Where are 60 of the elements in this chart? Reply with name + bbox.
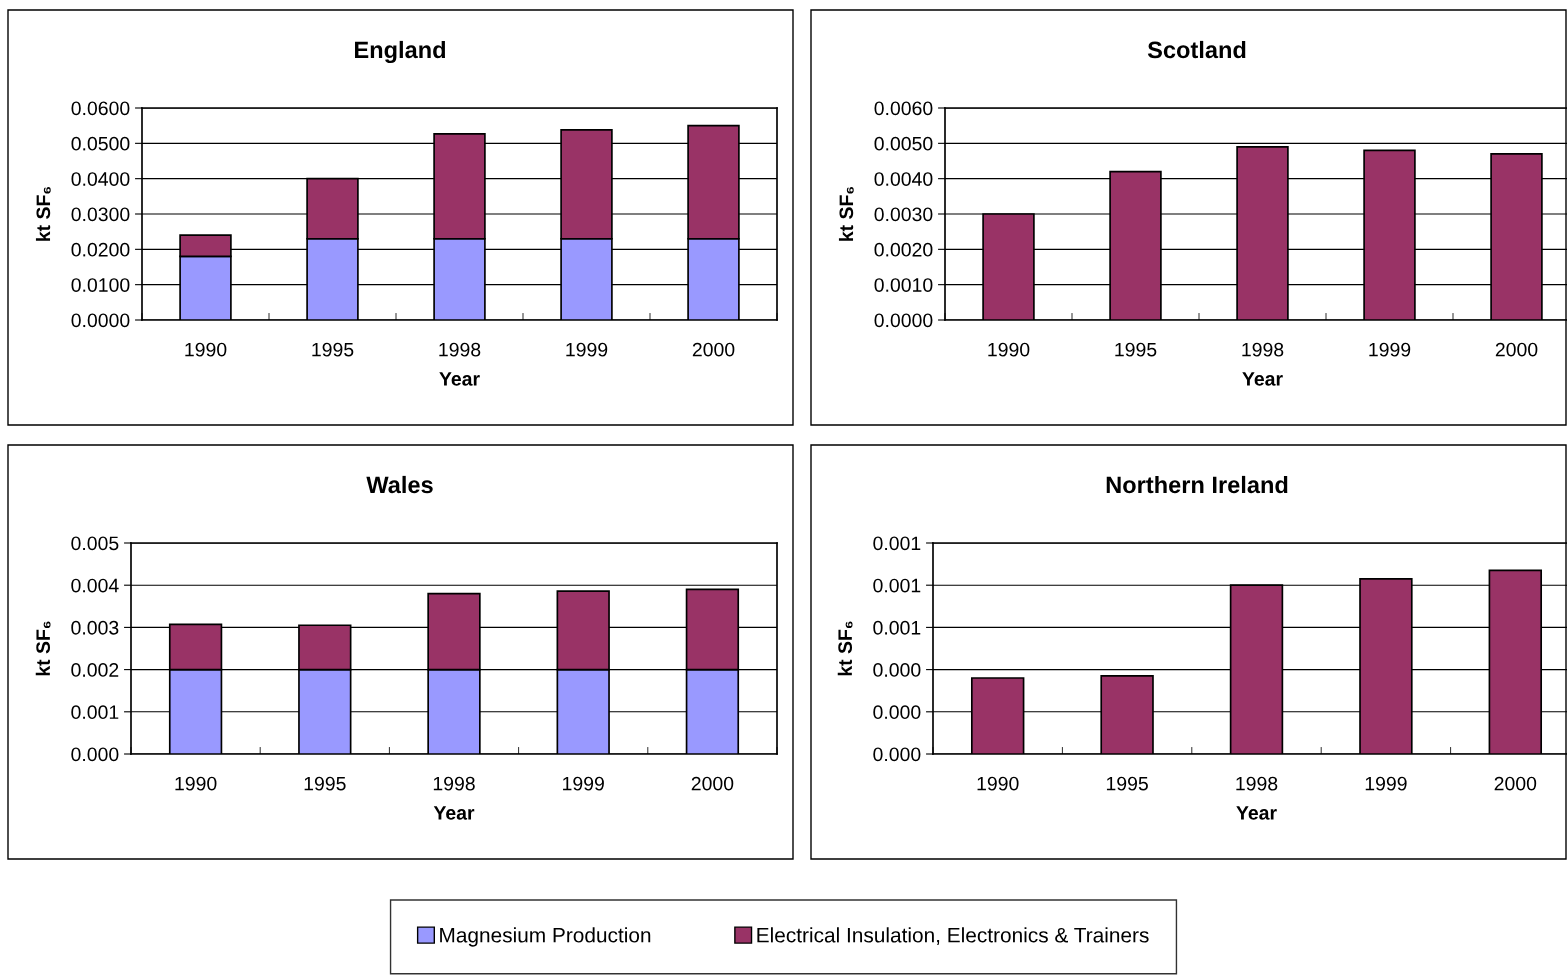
x-tick-label: 1995 (1106, 776, 1148, 791)
legend-label: Electrical Insulation, Electronics & Trainers (757, 927, 1149, 946)
y-tick-label: 0.0400 (71, 172, 130, 186)
x-tick-label: 1995 (312, 342, 354, 357)
y-tick-label: 0.0040 (874, 172, 933, 186)
x-tick-label: 1999 (563, 776, 604, 791)
y-tick-label: 0.000 (873, 663, 921, 677)
x-tick-label: 1998 (1242, 342, 1284, 357)
y-tick-label: 0.0050 (874, 136, 933, 151)
x-tick-label: 2000 (691, 776, 734, 791)
legend-label: Magnesium Production (440, 927, 651, 947)
y-tick-label: 0.0200 (71, 242, 130, 257)
x-tick-label: 1999 (566, 342, 608, 357)
x-tick-label: 1999 (1365, 776, 1407, 791)
y-tick-label: 0.0000 (71, 313, 130, 328)
x-tick-label: 1990 (977, 776, 1019, 791)
x-tick-label: 1990 (988, 342, 1030, 357)
y-tick-label: 0.003 (71, 620, 119, 635)
chart-title: Northern Ireland (1106, 475, 1288, 494)
y-tick-label: 0.004 (71, 578, 119, 593)
y-tick-label: 0.001 (873, 620, 921, 635)
x-tick-label: 2000 (1494, 776, 1537, 791)
x-tick-label: 1995 (304, 776, 346, 791)
chart-title: Scotland (1147, 40, 1246, 59)
y-tick-label: 0.005 (71, 536, 119, 551)
y-tick-label: 0.0600 (71, 101, 130, 116)
x-tick-label: 1990 (185, 342, 227, 357)
chart-title: Wales (366, 475, 433, 494)
x-axis-title: Year (439, 372, 480, 386)
y-axis-title: kt SF₆ (35, 621, 51, 676)
y-tick-label: 0.0030 (874, 207, 933, 222)
x-tick-label: 1998 (439, 342, 481, 357)
x-axis-title: Year (1242, 372, 1283, 386)
x-tick-label: 1995 (1115, 342, 1157, 357)
y-tick-label: 0.0100 (71, 278, 130, 292)
y-axis-title: kt SF₆ (35, 186, 51, 241)
y-axis-title: kt SF₆ (838, 186, 854, 241)
y-tick-label: 0.000 (873, 747, 921, 762)
y-tick-label: 0.000 (71, 747, 119, 762)
x-tick-label: 2000 (1495, 342, 1538, 357)
chart-title: England (355, 40, 446, 63)
y-tick-label: 0.0020 (874, 242, 933, 257)
y-tick-label: 0.001 (71, 705, 119, 720)
y-tick-label: 0.0500 (71, 136, 130, 151)
y-tick-label: 0.002 (71, 663, 119, 677)
y-tick-label: 0.0300 (71, 207, 130, 222)
x-tick-label: 1999 (1369, 342, 1411, 357)
y-tick-label: 0.0060 (874, 101, 933, 116)
y-tick-label: 0.0000 (874, 313, 933, 328)
x-tick-label: 1990 (175, 776, 217, 791)
x-axis-title: Year (1236, 806, 1277, 820)
y-tick-label: 0.001 (873, 578, 921, 593)
x-tick-label: 1998 (433, 776, 475, 791)
y-axis-title: kt SF₆ (837, 621, 853, 676)
x-tick-label: 2000 (692, 342, 735, 357)
x-axis-title: Year (433, 806, 475, 820)
y-tick-label: 0.001 (873, 536, 921, 551)
x-tick-label: 1998 (1236, 776, 1278, 791)
y-tick-label: 0.0010 (874, 278, 933, 292)
y-tick-label: 0.000 (873, 705, 921, 720)
